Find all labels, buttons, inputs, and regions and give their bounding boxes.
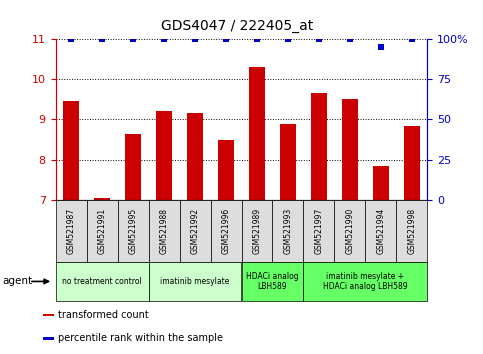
Bar [334, 200, 366, 262]
Point [129, 36, 137, 42]
Bar [404, 126, 420, 200]
Bar [272, 200, 303, 262]
Bar [86, 200, 117, 262]
Bar [242, 262, 303, 301]
Point [222, 36, 230, 42]
Text: GSM521987: GSM521987 [67, 208, 75, 254]
Bar [397, 200, 427, 262]
Bar [373, 166, 389, 200]
Point [408, 36, 416, 42]
Point [67, 36, 75, 42]
Bar [149, 262, 242, 301]
Bar [156, 112, 172, 200]
Text: GSM521992: GSM521992 [190, 208, 199, 254]
Bar [187, 113, 203, 200]
Bar [149, 200, 180, 262]
Bar [249, 67, 265, 200]
Text: imatinib mesylate: imatinib mesylate [160, 277, 230, 286]
Text: GSM521996: GSM521996 [222, 208, 230, 254]
Point [160, 36, 168, 42]
Bar [43, 314, 54, 316]
Bar [342, 99, 358, 200]
Bar [218, 139, 234, 200]
Bar [56, 262, 149, 301]
Text: GSM521994: GSM521994 [376, 208, 385, 254]
Bar [63, 101, 79, 200]
Text: GSM521991: GSM521991 [98, 208, 107, 254]
Point [315, 36, 323, 42]
Text: GSM521993: GSM521993 [284, 208, 293, 254]
Text: imatinib mesylate +
HDACi analog LBH589: imatinib mesylate + HDACi analog LBH589 [323, 272, 408, 291]
Bar [303, 262, 427, 301]
Bar [56, 200, 86, 262]
Text: GSM521997: GSM521997 [314, 208, 324, 254]
Point [253, 36, 261, 42]
Point [377, 44, 385, 50]
Text: GSM521990: GSM521990 [345, 208, 355, 254]
Bar [43, 337, 54, 340]
Point [191, 36, 199, 42]
Text: transformed count: transformed count [58, 310, 148, 320]
Text: GSM521988: GSM521988 [159, 208, 169, 254]
Bar [117, 200, 149, 262]
Bar [180, 200, 211, 262]
Text: GSM521995: GSM521995 [128, 208, 138, 254]
Bar [242, 200, 272, 262]
Text: GSM521989: GSM521989 [253, 208, 261, 254]
Bar [125, 133, 141, 200]
Text: GDS4047 / 222405_at: GDS4047 / 222405_at [160, 19, 313, 34]
Bar [303, 200, 334, 262]
Point [284, 36, 292, 42]
Bar [366, 200, 397, 262]
Bar [211, 200, 242, 262]
Bar [311, 93, 327, 200]
Text: percentile rank within the sample: percentile rank within the sample [58, 333, 223, 343]
Text: GSM521998: GSM521998 [408, 208, 416, 254]
Bar [280, 124, 296, 200]
Point [98, 36, 106, 42]
Text: agent: agent [2, 276, 32, 286]
Text: no treatment control: no treatment control [62, 277, 142, 286]
Text: HDACi analog
LBH589: HDACi analog LBH589 [246, 272, 299, 291]
Bar [94, 198, 110, 200]
Point [346, 36, 354, 42]
